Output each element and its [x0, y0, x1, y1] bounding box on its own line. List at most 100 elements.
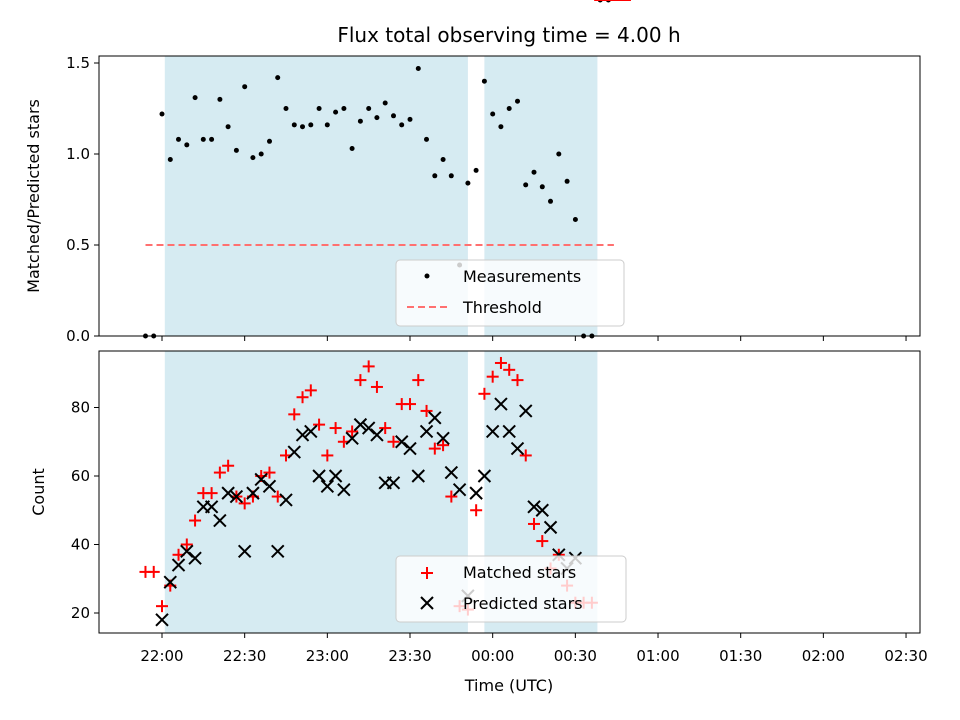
- count-panel: 20 40 60 80 22:00 22:30 23:00 23:30 00:00 00:30 0…: [29, 0, 928, 695]
- matched-star-point: [412, 374, 425, 387]
- measurement-point: [209, 136, 215, 142]
- measurement-point: [473, 167, 479, 173]
- legend-marker-matched: [421, 567, 433, 579]
- ratio-legend-box: [395, 259, 625, 327]
- x-tick-label: 01:30: [719, 647, 762, 665]
- predicted-star-point: [221, 486, 235, 500]
- matched-star-point: [313, 418, 326, 431]
- predicted-star-point: [403, 441, 417, 456]
- y-tick-label: 0.5: [66, 236, 90, 254]
- measurement-point: [176, 136, 181, 142]
- measurement-point: [415, 66, 421, 71]
- predicted-star-point: [328, 469, 343, 483]
- measurement-point: [291, 122, 297, 128]
- measurement-point: [184, 142, 190, 148]
- predicted-star-point: [494, 397, 508, 411]
- matched-star-point: [503, 363, 516, 376]
- matched-star-point: [494, 356, 507, 369]
- count-panel-frame: [98, 350, 921, 634]
- matched-star-point: [445, 490, 458, 503]
- matched-star-point: [362, 360, 375, 373]
- measurement-point: [548, 198, 553, 204]
- ratio-y-axis-label: Matched/Predicted stars: [24, 99, 43, 293]
- measurement-point: [258, 151, 264, 157]
- predicted-star-point: [155, 613, 169, 627]
- matched-star-point: [420, 404, 433, 417]
- predicted-star-point: [279, 493, 293, 507]
- predicted-star-point: [320, 479, 335, 493]
- matched-star-point: [189, 514, 202, 527]
- x-tick-label: 01:00: [636, 647, 679, 665]
- matched-star-point: [304, 384, 317, 397]
- measurement-point: [324, 122, 330, 128]
- predicted-star-point: [213, 513, 227, 528]
- measurement-point: [448, 173, 454, 179]
- measurement-point: [316, 106, 322, 111]
- ratio-legend: Measurements Threshold: [395, 259, 625, 327]
- x-tick-label: 22:00: [140, 647, 183, 665]
- matched-star-point: [156, 600, 168, 613]
- measurement-point: [250, 155, 256, 161]
- measurement-point: [242, 84, 248, 90]
- predicted-star-point: [395, 435, 409, 449]
- measurement-point: [498, 124, 504, 130]
- measurement-point: [531, 169, 537, 175]
- matched-star-point: [238, 497, 251, 510]
- x-tick-label: 23:30: [388, 647, 431, 665]
- measurement-point: [192, 95, 198, 101]
- chart-title: Flux total observing time = 4.00 h: [337, 23, 680, 47]
- measurement-point: [399, 122, 405, 128]
- ratio-panel-frame: [98, 55, 921, 337]
- x-tick-label: 02:00: [802, 647, 845, 665]
- predicted-star-point: [188, 551, 202, 565]
- legend-label-measurements: Measurements: [463, 267, 581, 286]
- matched-star-point: [354, 374, 367, 387]
- legend-label-matched: Matched stars: [463, 563, 576, 582]
- measurement-point: [366, 106, 372, 111]
- predicted-star-point: [519, 404, 533, 418]
- measurement-point: [407, 116, 413, 122]
- matched-star-point: [180, 538, 193, 551]
- matched-star-point: [147, 565, 160, 578]
- y-tick-label: 1.5: [66, 54, 90, 72]
- measurement-point: [382, 100, 388, 106]
- predicted-star-point: [312, 469, 326, 483]
- predicted-star-point: [444, 465, 459, 480]
- predicted-star-point: [180, 544, 194, 559]
- predicted-star-point: [271, 544, 285, 559]
- predicted-star-point: [485, 424, 500, 439]
- legend-label-threshold: Threshold: [462, 298, 542, 317]
- matched-star-point: [321, 449, 334, 462]
- measurement-point: [506, 106, 512, 111]
- predicted-star-point: [237, 544, 252, 559]
- predicted-star-point: [337, 482, 351, 497]
- x-tick-label: 22:30: [223, 647, 266, 665]
- measurement-point: [564, 178, 570, 184]
- measurement-point: [167, 157, 173, 162]
- predicted-star-point: [510, 441, 525, 456]
- predicted-star-point: [345, 431, 359, 446]
- measurement-point: [283, 106, 289, 111]
- measurement-point: [349, 146, 355, 151]
- measurement-point: [275, 75, 281, 81]
- predicted-star-point: [535, 503, 549, 517]
- matched-star-point: [296, 391, 309, 404]
- predicted-star-point: [370, 428, 384, 442]
- predicted-star-point: [452, 482, 467, 497]
- ratio-y-ticks: 0.0 0.5 1.0 1.5: [66, 54, 99, 345]
- predicted-star-point: [304, 424, 318, 439]
- measurement-point: [233, 147, 239, 153]
- predicted-star-point: [386, 476, 401, 490]
- measurement-point: [308, 122, 314, 128]
- predicted-star-point: [477, 469, 492, 483]
- measurement-point: [440, 157, 446, 162]
- predicted-star-point: [204, 500, 219, 514]
- y-tick-label: 80: [71, 399, 90, 417]
- measurement-point: [515, 98, 520, 104]
- measurement-point: [333, 109, 339, 115]
- x-tick-label: 23:00: [306, 647, 349, 665]
- y-tick-label: 1.0: [66, 145, 90, 163]
- measurement-point: [357, 118, 363, 124]
- matched-star-point: [387, 435, 400, 448]
